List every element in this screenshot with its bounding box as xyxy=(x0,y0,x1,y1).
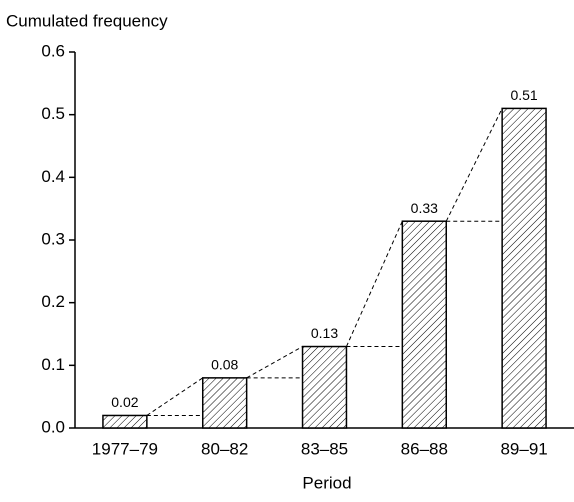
bar xyxy=(501,107,547,429)
y-tick-label: 0.1 xyxy=(41,355,65,374)
value-label: 0.13 xyxy=(311,325,338,341)
bar xyxy=(401,220,448,429)
x-axis-title: Period xyxy=(302,473,351,492)
bar xyxy=(301,345,348,429)
y-tick-label: 0.5 xyxy=(41,104,65,123)
bar xyxy=(102,414,148,429)
value-label: 0.08 xyxy=(211,357,238,373)
y-tick-label: 0.2 xyxy=(41,292,65,311)
y-tick-label: 0.6 xyxy=(41,41,65,60)
y-tick-label: 0.4 xyxy=(41,167,65,186)
connector-diagonal xyxy=(345,220,403,347)
value-label: 0.33 xyxy=(411,200,438,216)
x-tick-label: 1977–79 xyxy=(92,439,158,458)
x-tick-label: 86–88 xyxy=(401,439,448,458)
value-label: 0.51 xyxy=(510,87,537,103)
y-tick-label: 0.0 xyxy=(41,417,65,436)
connector-diagonal xyxy=(146,377,204,416)
connector-diagonal xyxy=(246,346,303,379)
x-tick-label: 83–85 xyxy=(301,439,348,458)
x-tick-label: 80–82 xyxy=(201,439,248,458)
y-axis-title: Cumulated frequency xyxy=(6,11,168,30)
x-tick-label: 89–91 xyxy=(500,439,547,458)
value-label: 0.02 xyxy=(111,394,138,410)
connector-diagonal xyxy=(445,108,503,222)
bar xyxy=(201,377,248,429)
y-tick-label: 0.3 xyxy=(41,229,65,248)
